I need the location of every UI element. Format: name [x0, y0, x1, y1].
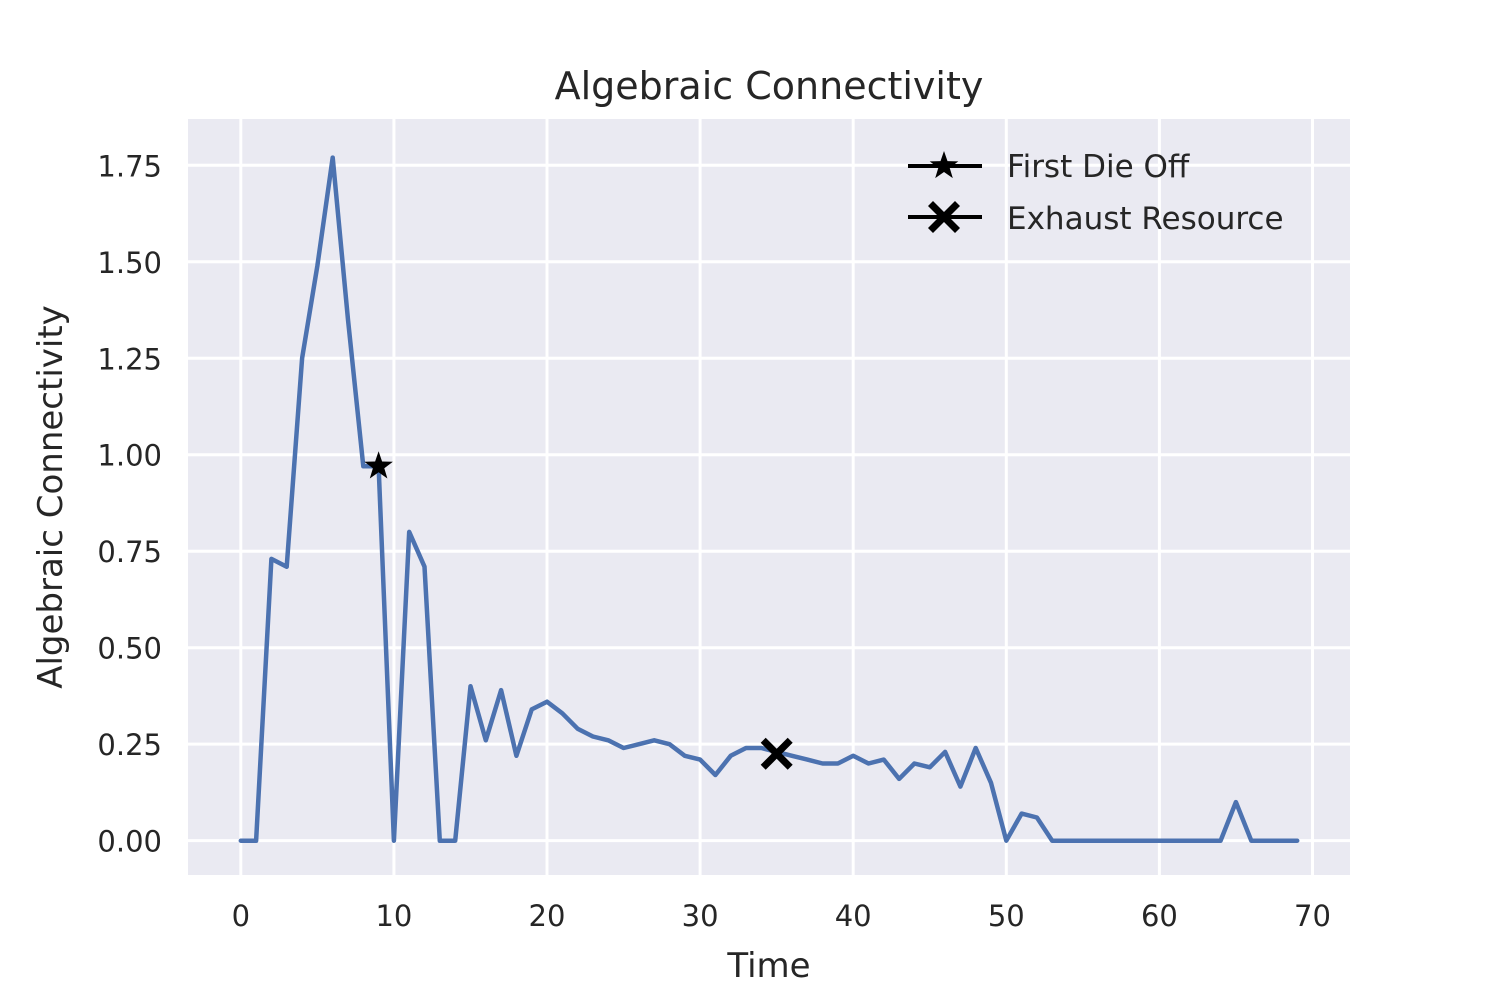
y-tick-label: 1.50 — [97, 246, 162, 280]
x-tick-label: 20 — [529, 899, 566, 933]
legend: First Die Off Exhaust Resource — [908, 149, 1284, 237]
y-tick-label: 0.00 — [97, 825, 162, 859]
marker-layer — [364, 451, 793, 770]
x-tick-label: 60 — [1141, 899, 1178, 933]
first-die-off-marker — [364, 451, 393, 479]
exhaust-resource-marker — [760, 737, 793, 770]
y-tick-label: 0.75 — [97, 535, 162, 569]
y-axis-label: Algebraic Connectivity — [31, 305, 71, 689]
x-tick-label: 10 — [375, 899, 412, 933]
tick-labels: 0 10 20 30 40 50 60 70 0.00 0.25 0.50 0.75 1.00 1.25 1… — [97, 149, 1331, 933]
y-tick-label: 1.00 — [97, 439, 162, 473]
chart-title: Algebraic Connectivity — [555, 64, 984, 108]
legend-label-exhaust-resource: Exhaust Resource — [1007, 201, 1284, 237]
x-tick-label: 0 — [232, 899, 250, 933]
y-tick-label: 0.25 — [97, 728, 162, 762]
x-tick-label: 30 — [682, 899, 719, 933]
x-tick-label: 40 — [835, 899, 872, 933]
x-axis-label: Time — [726, 946, 810, 986]
star-icon — [929, 151, 959, 179]
x-tick-label: 50 — [988, 899, 1025, 933]
y-tick-label: 1.75 — [97, 149, 162, 183]
x-tick-label: 70 — [1294, 899, 1331, 933]
y-tick-label: 0.50 — [97, 632, 162, 666]
x-icon — [928, 201, 960, 233]
legend-label-first-die-off: First Die Off — [1007, 149, 1190, 185]
y-tick-label: 1.25 — [97, 342, 162, 376]
